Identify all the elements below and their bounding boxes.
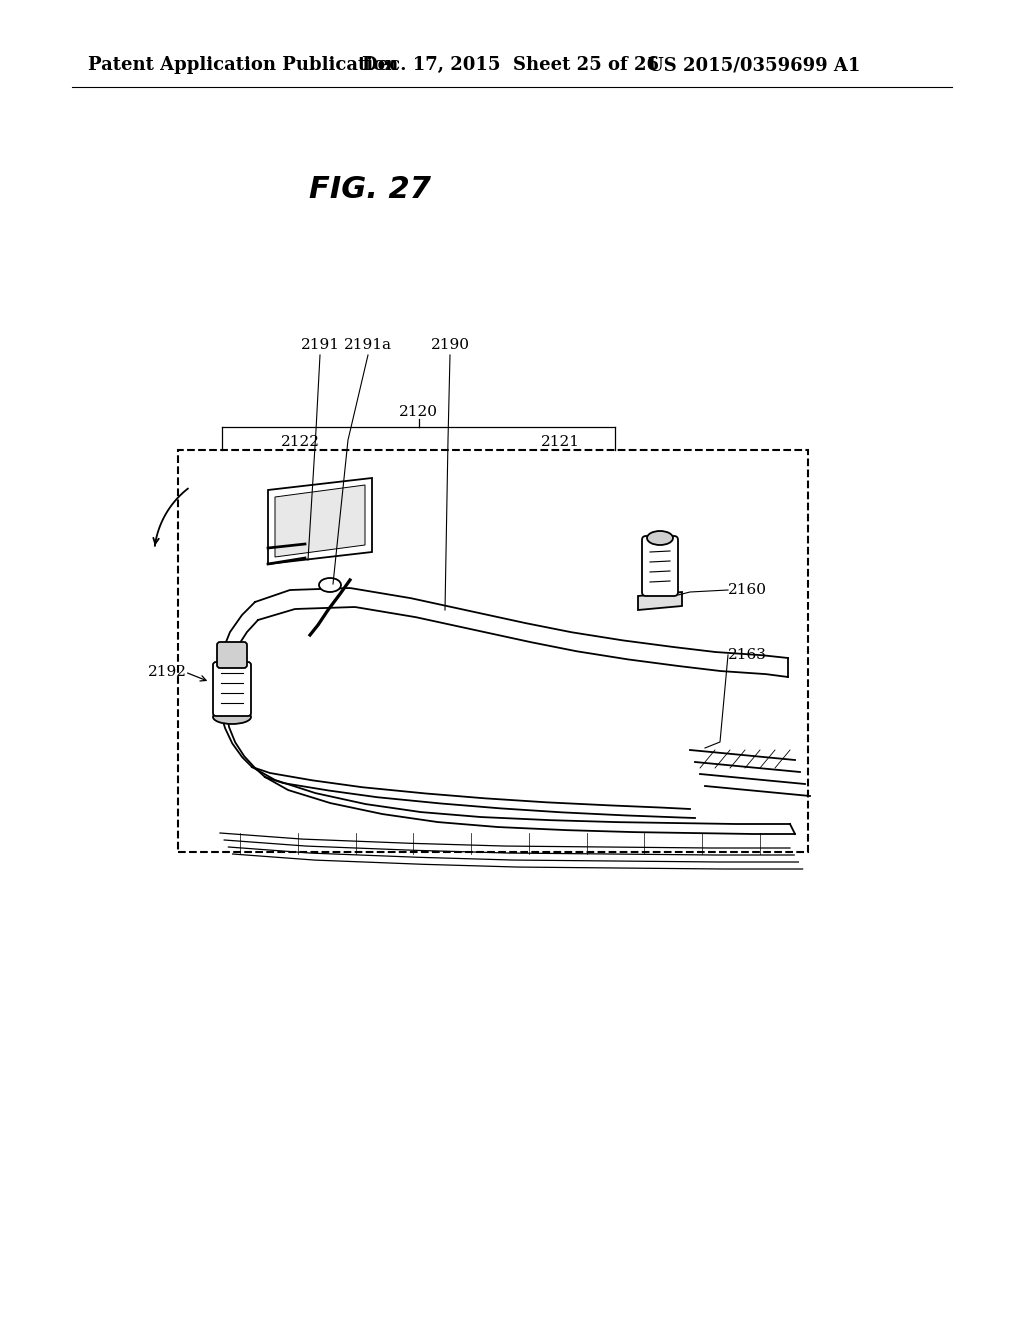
Text: 2190: 2190 bbox=[430, 338, 469, 352]
FancyBboxPatch shape bbox=[217, 642, 247, 668]
Text: US 2015/0359699 A1: US 2015/0359699 A1 bbox=[648, 55, 860, 74]
Text: 2122: 2122 bbox=[281, 436, 319, 449]
Text: 2163: 2163 bbox=[728, 648, 767, 663]
Text: FIG. 27: FIG. 27 bbox=[309, 176, 431, 205]
Text: 2121: 2121 bbox=[541, 436, 580, 449]
Text: Patent Application Publication: Patent Application Publication bbox=[88, 55, 398, 74]
Text: 2192: 2192 bbox=[148, 665, 187, 678]
Text: 2160: 2160 bbox=[728, 583, 767, 597]
Ellipse shape bbox=[319, 578, 341, 591]
Text: 2191: 2191 bbox=[300, 338, 340, 352]
FancyBboxPatch shape bbox=[213, 663, 251, 715]
Text: 2120: 2120 bbox=[399, 405, 438, 418]
Polygon shape bbox=[275, 484, 365, 557]
Text: 2191a: 2191a bbox=[344, 338, 392, 352]
Bar bbox=[178, 450, 808, 851]
FancyBboxPatch shape bbox=[642, 536, 678, 597]
Polygon shape bbox=[268, 478, 372, 564]
Ellipse shape bbox=[647, 531, 673, 545]
Polygon shape bbox=[638, 591, 682, 610]
Text: Dec. 17, 2015  Sheet 25 of 26: Dec. 17, 2015 Sheet 25 of 26 bbox=[362, 55, 659, 74]
Ellipse shape bbox=[213, 710, 251, 723]
